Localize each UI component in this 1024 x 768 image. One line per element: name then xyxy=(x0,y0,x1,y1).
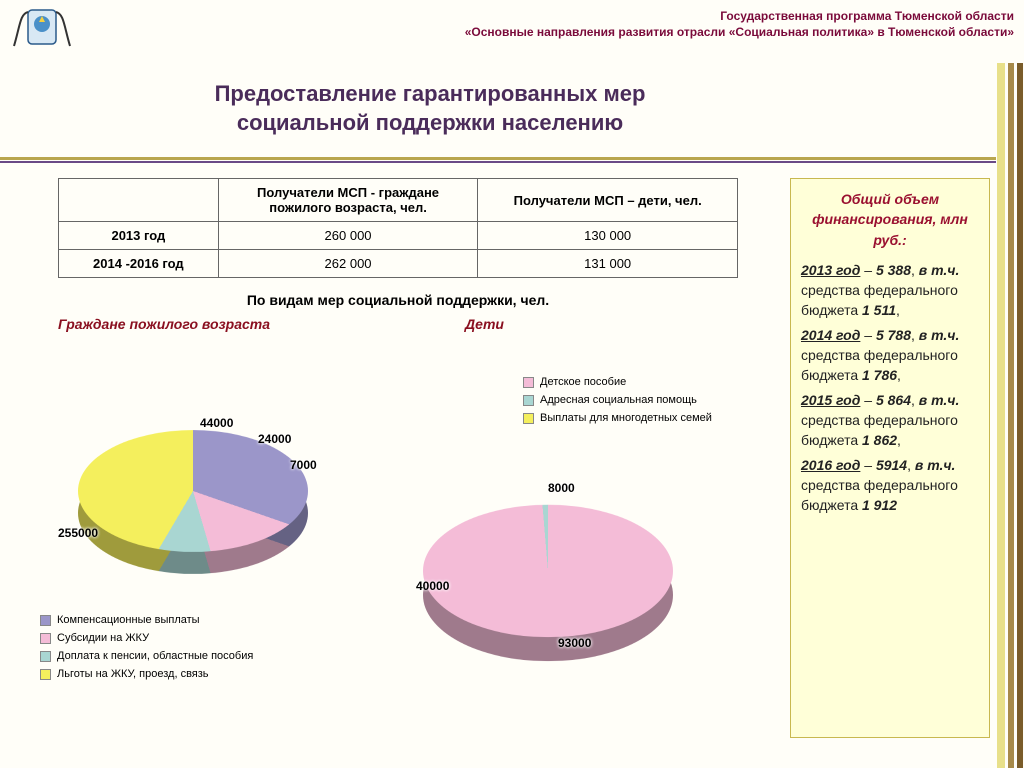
pie-elderly-label: 255000 xyxy=(58,526,98,540)
pie-title-elderly: Граждане пожилого возраста xyxy=(58,316,270,332)
pie-children-label: 40000 xyxy=(416,579,449,593)
legend-text: Льготы на ЖКУ, проезд, связь xyxy=(57,668,209,680)
legend-item: Выплаты для многодетных семей xyxy=(523,412,712,424)
sidebar-budget: 1 786 xyxy=(862,367,897,383)
sidebar-year: 2016 год xyxy=(801,457,860,473)
sidebar-budget: 1 511 xyxy=(862,302,896,318)
sidebar-amount: 5 864 xyxy=(876,392,911,408)
pie-elderly-label: 44000 xyxy=(200,416,233,430)
table-row: 2014 -2016 год 262 000 131 000 xyxy=(59,250,738,278)
sidebar-note-prefix: в т.ч. xyxy=(919,327,960,343)
pie-elderly-top xyxy=(78,430,308,552)
sidebar-year: 2015 год xyxy=(801,392,860,408)
table-col-elderly: Получатели МСП - граждане пожилого возра… xyxy=(218,179,478,222)
sidebar-amount: 5 388 xyxy=(876,262,911,278)
legend-text: Компенсационные выплаты xyxy=(57,614,200,626)
slide-title: Предоставление гарантированных мер социа… xyxy=(120,80,740,137)
sidebar-entry: 2016 год – 5914, в т.ч. средства федерал… xyxy=(801,455,979,516)
charts-subheader: По видам мер социальной поддержки, чел. xyxy=(28,292,768,308)
sidebar-entries: 2013 год – 5 388, в т.ч. средства федера… xyxy=(801,260,979,516)
legend-text: Доплата к пенсии, областные пособия xyxy=(57,650,253,662)
pie-children-legend: Детское пособие Адресная социальная помощ… xyxy=(523,376,712,430)
recipients-table: Получатели МСП - граждане пожилого возра… xyxy=(58,178,738,278)
legend-swatch xyxy=(40,633,51,644)
legend-swatch xyxy=(40,651,51,662)
pie-area: 255000 44000 24000 7000 Компенсационные выпл… xyxy=(28,336,768,656)
header-line2: «Основные направления развития отрасли «… xyxy=(10,24,1014,40)
table-col-children: Получатели МСП – дети, чел. xyxy=(478,179,738,222)
sidebar-budget: 1 862 xyxy=(862,432,897,448)
pie-children-top xyxy=(423,505,673,637)
table-header-row: Получатели МСП - граждане пожилого возра… xyxy=(59,179,738,222)
header-line1: Государственная программа Тюменской обла… xyxy=(10,8,1014,24)
program-header: Государственная программа Тюменской обла… xyxy=(10,8,1014,40)
sidebar-amount: 5914 xyxy=(876,457,907,473)
finance-sidebar: Общий объем финансирования, млн руб.: 20… xyxy=(790,178,990,738)
legend-text: Выплаты для многодетных семей xyxy=(540,412,712,424)
pie-elderly-label: 24000 xyxy=(258,432,291,446)
sidebar-note-prefix: в т.ч. xyxy=(919,392,960,408)
pie-children-label: 8000 xyxy=(548,481,575,495)
decor-vertical-stripes xyxy=(997,63,1024,768)
legend-text: Адресная социальная помощь xyxy=(540,394,697,406)
legend-swatch xyxy=(523,413,534,424)
legend-swatch xyxy=(523,395,534,406)
sidebar-entry: 2013 год – 5 388, в т.ч. средства федера… xyxy=(801,260,979,321)
legend-item: Доплата к пенсии, областные пособия xyxy=(40,650,253,662)
sidebar-year: 2013 год xyxy=(801,262,860,278)
legend-text: Субсидии на ЖКУ xyxy=(57,632,149,644)
pie-children-label: 93000 xyxy=(558,636,591,650)
legend-text: Детское пособие xyxy=(540,376,626,388)
main-content: Получатели МСП - граждане пожилого возра… xyxy=(28,178,768,656)
table-row: 2013 год 260 000 130 000 xyxy=(59,222,738,250)
sidebar-year: 2014 год xyxy=(801,327,860,343)
legend-item: Детское пособие xyxy=(523,376,712,388)
legend-item: Адресная социальная помощь xyxy=(523,394,712,406)
sidebar-entry: 2015 год – 5 864, в т.ч. средства федера… xyxy=(801,390,979,451)
sidebar-amount: 5 788 xyxy=(876,327,911,343)
legend-item: Льготы на ЖКУ, проезд, связь xyxy=(40,668,253,680)
pie-elderly-legend: Компенсационные выплаты Субсидии на ЖКУ До… xyxy=(40,614,253,686)
sidebar-entry: 2014 год – 5 788, в т.ч. средства федера… xyxy=(801,325,979,386)
legend-swatch xyxy=(40,615,51,626)
pie-titles-row: Граждане пожилого возраста Дети xyxy=(28,316,768,332)
decor-horizontal-divider xyxy=(0,157,996,164)
sidebar-note-prefix: в т.ч. xyxy=(919,262,960,278)
legend-swatch xyxy=(40,669,51,680)
sidebar-budget: 1 912 xyxy=(862,497,897,513)
legend-swatch xyxy=(523,377,534,388)
pie-title-children: Дети xyxy=(465,316,504,332)
legend-item: Субсидии на ЖКУ xyxy=(40,632,253,644)
pie-elderly-label: 7000 xyxy=(290,458,317,472)
table-col-blank xyxy=(59,179,219,222)
sidebar-note-prefix: в т.ч. xyxy=(915,457,956,473)
sidebar-title: Общий объем финансирования, млн руб.: xyxy=(801,189,979,250)
legend-item: Компенсационные выплаты xyxy=(40,614,253,626)
